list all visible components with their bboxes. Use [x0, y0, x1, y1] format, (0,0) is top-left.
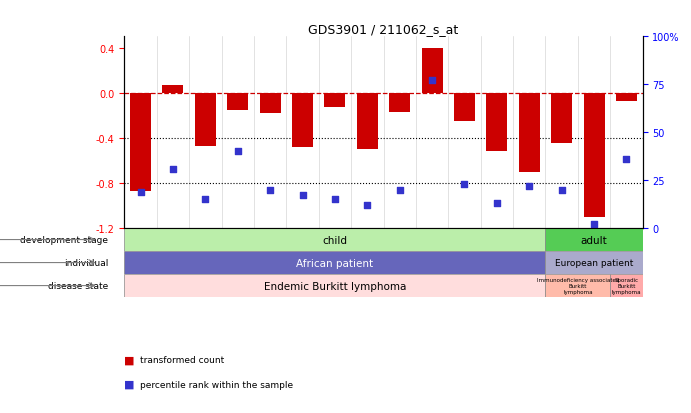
Bar [389, 93, 410, 113]
Bar [486, 93, 507, 152]
Text: Immunodeficiency associated
Burkitt
lymphoma: Immunodeficiency associated Burkitt lymp… [537, 278, 619, 294]
Text: Endemic Burkitt lymphoma: Endemic Burkitt lymphoma [264, 281, 406, 291]
Point [524, 183, 535, 190]
Point [426, 78, 437, 85]
Bar [422, 48, 443, 93]
Bar [195, 93, 216, 146]
Bar [260, 93, 281, 114]
Point [167, 166, 178, 173]
Bar [124, 228, 545, 252]
Bar [454, 93, 475, 121]
Text: European patient: European patient [555, 259, 633, 267]
Point [297, 192, 308, 199]
Point [200, 197, 211, 203]
Text: ■: ■ [124, 379, 135, 389]
Point [330, 197, 341, 203]
Text: African patient: African patient [296, 258, 373, 268]
Text: adult: adult [580, 235, 607, 245]
Bar [545, 274, 610, 297]
Text: ■: ■ [124, 354, 135, 364]
Point [394, 187, 405, 194]
Title: GDS3901 / 211062_s_at: GDS3901 / 211062_s_at [308, 23, 459, 36]
Bar [551, 93, 572, 144]
Point [135, 189, 146, 195]
Point [459, 181, 470, 188]
Bar [357, 93, 378, 150]
Bar [583, 93, 605, 217]
Point [491, 200, 502, 207]
Bar [162, 85, 184, 93]
Point [589, 221, 600, 228]
Text: individual: individual [64, 259, 108, 267]
Bar [292, 93, 313, 147]
Bar [519, 93, 540, 172]
Text: Sporadic
Burkitt
lymphoma: Sporadic Burkitt lymphoma [612, 278, 641, 294]
Text: development stage: development stage [20, 235, 108, 244]
Bar [545, 252, 643, 274]
Bar [610, 274, 643, 297]
Bar [227, 93, 248, 110]
Text: percentile rank within the sample: percentile rank within the sample [140, 380, 293, 389]
Bar [545, 228, 643, 252]
Point [362, 202, 373, 209]
Text: disease state: disease state [48, 281, 108, 290]
Text: child: child [323, 235, 348, 245]
Text: transformed count: transformed count [140, 355, 224, 364]
Bar [616, 93, 637, 101]
Bar [124, 252, 545, 274]
Point [621, 156, 632, 163]
Bar [124, 274, 545, 297]
Bar [130, 93, 151, 191]
Point [556, 187, 567, 194]
Bar [324, 93, 346, 108]
Point [232, 149, 243, 155]
Point [265, 187, 276, 194]
